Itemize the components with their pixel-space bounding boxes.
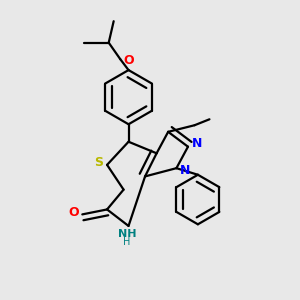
- Text: N: N: [179, 164, 190, 177]
- Text: O: O: [69, 206, 80, 219]
- Text: NH: NH: [118, 229, 136, 239]
- Text: N: N: [192, 137, 202, 150]
- Text: H: H: [123, 238, 130, 248]
- Text: O: O: [123, 54, 134, 67]
- Text: S: S: [94, 156, 103, 169]
